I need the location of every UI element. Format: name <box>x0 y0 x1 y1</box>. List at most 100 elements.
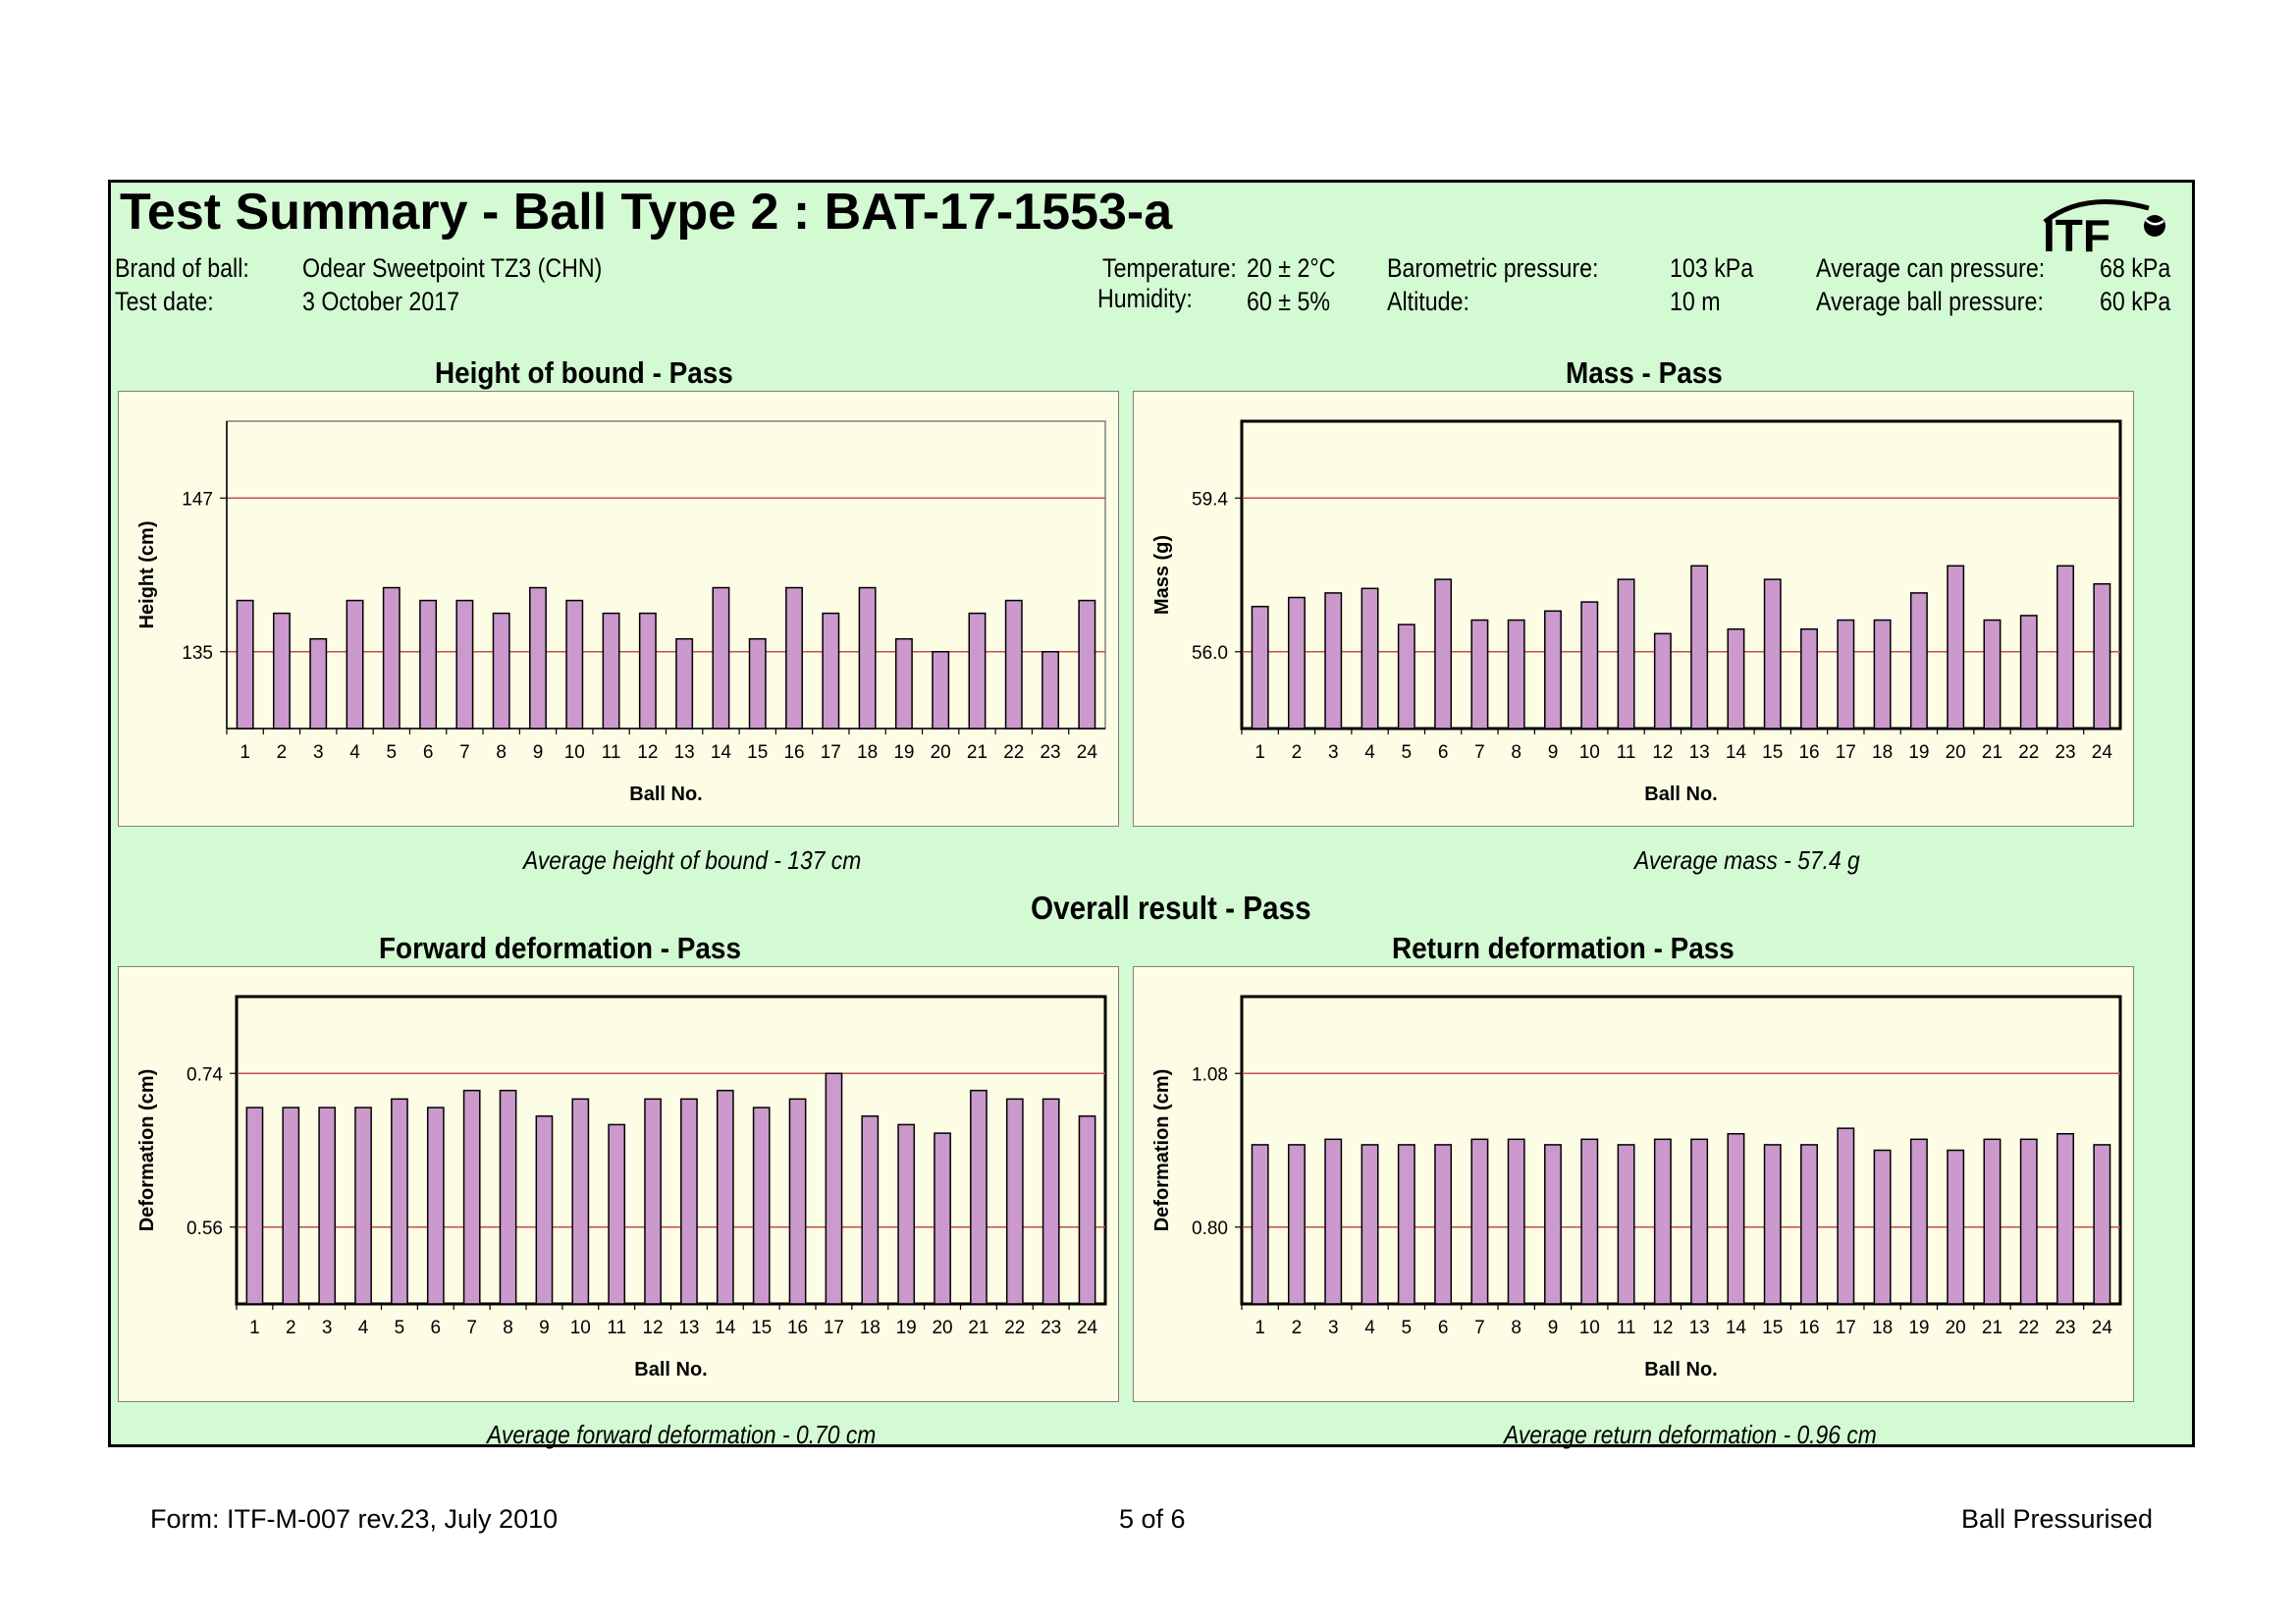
humidity-label: Humidity: <box>1097 284 1193 313</box>
return-bar-23 <box>2056 1132 2075 1305</box>
forward-bar-13 <box>680 1098 698 1305</box>
return-x-tick-label: 10 <box>1579 1318 1600 1338</box>
return-bar-22 <box>2019 1138 2038 1305</box>
forward-bar-9 <box>535 1114 554 1305</box>
forward-x-axis-label: Ball No. <box>634 1359 707 1380</box>
brand-value: Odear Sweetpoint TZ3 (CHN) <box>302 253 603 283</box>
return-bar-17 <box>1837 1127 1855 1305</box>
forward-bar-21 <box>970 1089 988 1305</box>
forward-chart-svg: 0.740.561 2 3 4 5 6 7 8 9 10 11 12 13 14 15 16 17 18 19 20 2… <box>136 995 1107 1380</box>
height-bar-3 <box>309 637 328 730</box>
height-x-tick-label: 1 <box>240 742 250 763</box>
forward-x-tick-label: 17 <box>824 1318 844 1338</box>
barometric-label: Barometric pressure: <box>1387 253 1599 283</box>
height-x-tick-label: 2 <box>277 742 288 763</box>
forward-bar-10 <box>571 1098 590 1305</box>
mass-x-tick-label: 15 <box>1762 742 1783 763</box>
mass-bar-5 <box>1397 623 1415 730</box>
return-x-tick-label: 16 <box>1798 1318 1819 1338</box>
forward-x-tick-label: 20 <box>932 1318 952 1338</box>
mass-bar-23 <box>2056 565 2075 730</box>
footer-page-number: 5 of 6 <box>1119 1504 1186 1534</box>
average-forward-deformation: Average forward deformation - 0.70 cm <box>487 1420 877 1449</box>
average-return-deformation: Average return deformation - 0.96 cm <box>1504 1420 1877 1449</box>
height-chart-panel: 147 135 1 2 3 4 5 6 7 8 9 10 11 12 13 14 15 16 17 18 19 20 21 2… <box>118 391 1119 827</box>
return-x-tick-label: 23 <box>2055 1318 2075 1338</box>
return-x-tick-label: 21 <box>1982 1318 2002 1338</box>
return-x-tick-label: 17 <box>1836 1318 1856 1338</box>
mass-x-tick-label: 23 <box>2055 742 2075 763</box>
test-date-label: Test date: <box>115 287 214 316</box>
mass-x-tick-label: 8 <box>1511 742 1522 763</box>
return-bar-13 <box>1690 1138 1709 1305</box>
forward-y-tick-label: 0.74 <box>187 1064 223 1085</box>
forward-bar-2 <box>282 1107 300 1305</box>
mass-x-tick-label: 22 <box>2018 742 2039 763</box>
return-y-axis-label: Deformation (cm) <box>1151 1069 1173 1232</box>
forward-bar-23 <box>1041 1098 1060 1305</box>
height-bar-22 <box>1004 599 1023 730</box>
return-bar-1 <box>1251 1144 1269 1305</box>
mass-bar-8 <box>1507 619 1525 730</box>
forward-x-tick-label: 21 <box>968 1318 988 1338</box>
return-x-tick-label: 22 <box>2018 1318 2039 1338</box>
height-x-tick-label: 6 <box>423 742 434 763</box>
return-bar-15 <box>1763 1144 1782 1305</box>
ball-pressure-label: Average ball pressure: <box>1816 287 2044 316</box>
height-y-tick-label: 135 <box>182 643 213 664</box>
return-x-tick-label: 11 <box>1617 1318 1636 1338</box>
height-y-axis-label: Height (cm) <box>136 521 158 629</box>
height-bar-17 <box>822 612 840 730</box>
height-x-tick-label: 12 <box>637 742 658 763</box>
mass-x-tick-label: 13 <box>1689 742 1710 763</box>
forward-bar-6 <box>426 1107 445 1305</box>
height-bar-9 <box>529 586 547 730</box>
return-bar-18 <box>1873 1149 1892 1305</box>
test-date-value: 3 October 2017 <box>302 287 460 316</box>
mass-bar-21 <box>1983 619 2002 730</box>
height-x-tick-label: 5 <box>387 742 398 763</box>
mass-x-tick-label: 7 <box>1474 742 1485 763</box>
mass-x-tick-label: 19 <box>1908 742 1929 763</box>
height-bar-15 <box>748 637 767 730</box>
mass-x-tick-label: 14 <box>1726 742 1747 763</box>
mass-bar-3 <box>1324 592 1343 730</box>
return-x-tick-label: 18 <box>1872 1318 1893 1338</box>
height-x-tick-label: 3 <box>313 742 324 763</box>
height-x-tick-label: 24 <box>1077 742 1098 763</box>
ball-pressure-value: 60 kPa <box>2100 287 2171 316</box>
height-bar-10 <box>565 599 584 730</box>
forward-x-tick-label: 9 <box>539 1318 550 1338</box>
mass-bar-22 <box>2019 615 2038 730</box>
forward-x-tick-label: 8 <box>503 1318 513 1338</box>
forward-x-tick-label: 13 <box>678 1318 699 1338</box>
height-bar-18 <box>858 586 877 730</box>
average-mass: Average mass - 57.4 g <box>1634 845 1860 875</box>
height-bar-13 <box>675 637 694 730</box>
itf-logo-icon: ITF <box>2043 199 2165 257</box>
height-x-tick-label: 13 <box>674 742 695 763</box>
height-chart-title: Height of bound - Pass <box>435 355 733 390</box>
height-bar-19 <box>894 637 913 730</box>
mass-y-axis-label: Mass (g) <box>1151 535 1173 615</box>
mass-x-tick-label: 16 <box>1798 742 1819 763</box>
mass-bar-4 <box>1361 587 1379 730</box>
mass-bar-1 <box>1251 605 1269 730</box>
height-x-tick-label: 22 <box>1003 742 1024 763</box>
mass-x-tick-label: 24 <box>2092 742 2113 763</box>
forward-x-tick-label: 22 <box>1004 1318 1025 1338</box>
return-x-tick-label: 4 <box>1364 1318 1375 1338</box>
forward-x-tick-label: 16 <box>787 1318 808 1338</box>
mass-x-tick-label: 12 <box>1652 742 1673 763</box>
return-x-tick-label: 5 <box>1402 1318 1413 1338</box>
return-x-tick-label: 2 <box>1292 1318 1303 1338</box>
return-bar-11 <box>1617 1144 1635 1305</box>
return-x-tick-label: 6 <box>1438 1318 1449 1338</box>
forward-bar-18 <box>861 1114 880 1305</box>
height-x-tick-label: 16 <box>783 742 804 763</box>
return-x-tick-label: 13 <box>1689 1318 1710 1338</box>
return-x-tick-label: 20 <box>1946 1318 1966 1338</box>
mass-x-tick-label: 6 <box>1438 742 1449 763</box>
height-x-tick-label: 14 <box>711 742 732 763</box>
can-pressure-label: Average can pressure: <box>1816 253 2046 283</box>
